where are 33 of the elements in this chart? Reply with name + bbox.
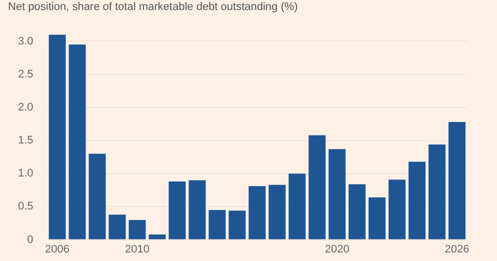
y-tick-label: 0 bbox=[27, 234, 34, 246]
bar bbox=[408, 162, 426, 240]
bar bbox=[48, 34, 66, 240]
bar bbox=[148, 234, 166, 240]
bar bbox=[68, 44, 86, 240]
bar bbox=[108, 214, 126, 240]
bar bbox=[288, 174, 306, 240]
y-tick-label: 1.5 bbox=[18, 134, 34, 147]
bar bbox=[168, 182, 186, 240]
y-tick-label: 2.5 bbox=[18, 68, 34, 80]
bar bbox=[368, 197, 386, 240]
x-tick-label: 2006 bbox=[45, 243, 70, 256]
bar bbox=[268, 184, 286, 240]
y-tick-label: 3.0 bbox=[18, 35, 34, 48]
x-tick-label: 2010 bbox=[124, 243, 150, 256]
x-tick-label: 2020 bbox=[324, 243, 350, 256]
x-tick-label: 2026 bbox=[444, 243, 470, 256]
y-tick-label: 0.5 bbox=[18, 200, 34, 213]
y-tick-label: 1.0 bbox=[18, 168, 34, 180]
y-tick-label: 2.0 bbox=[18, 101, 34, 114]
bar bbox=[228, 210, 246, 240]
bar bbox=[348, 184, 366, 240]
bar bbox=[88, 154, 106, 240]
bar bbox=[208, 210, 226, 240]
bar bbox=[388, 180, 406, 240]
bar bbox=[328, 149, 346, 240]
chart-title: Net position, share of total marketable debt outstanding (%) bbox=[8, 1, 298, 13]
bar bbox=[248, 186, 266, 240]
bar bbox=[448, 122, 466, 240]
bar bbox=[308, 135, 326, 240]
bar bbox=[128, 220, 146, 240]
bar bbox=[428, 144, 446, 240]
bar bbox=[188, 180, 206, 240]
